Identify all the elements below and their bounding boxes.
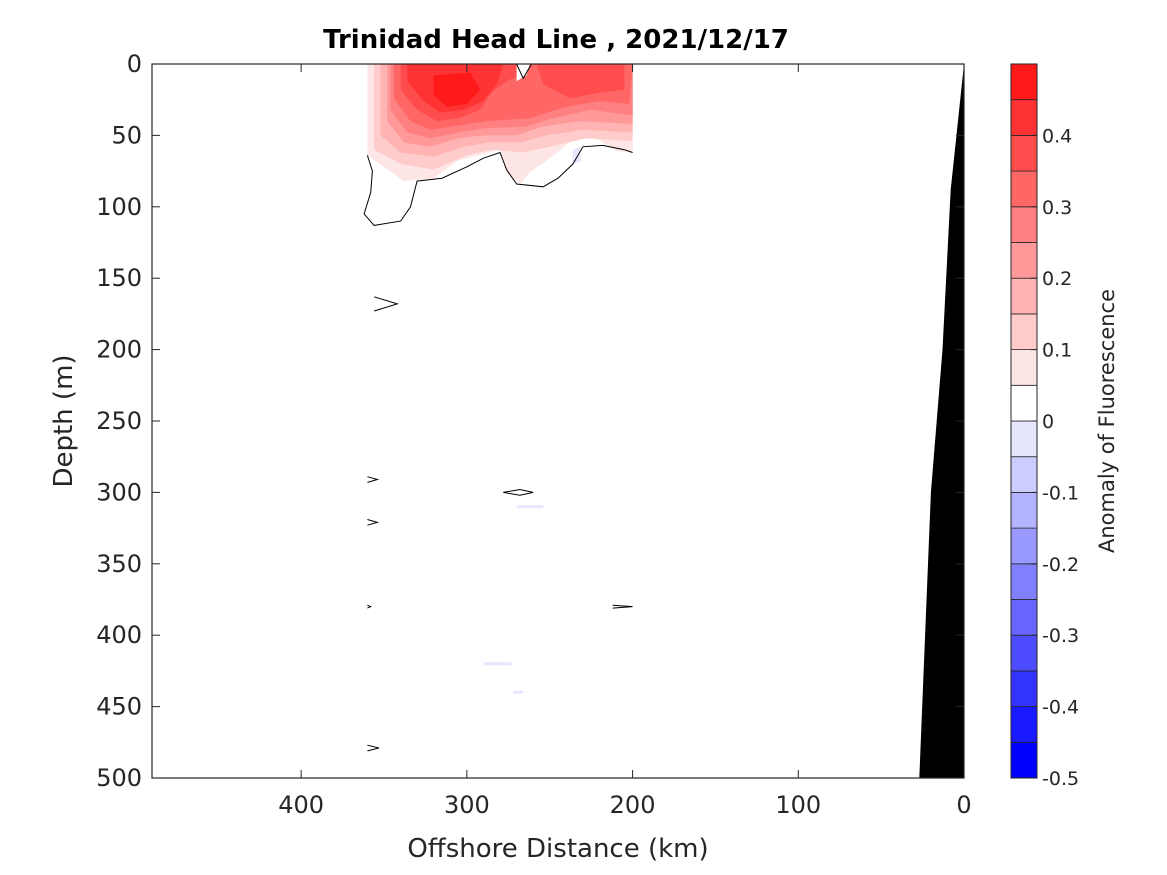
zero-contour-line [363, 144, 633, 226]
colorbar-segment [1010, 456, 1038, 493]
zero-contour-line [367, 604, 372, 609]
y-tick-label: 450 [96, 693, 142, 721]
zero-contour-line [503, 488, 534, 496]
colorbar-tick-label: 0.1 [1042, 340, 1072, 362]
bathymetry-layer [919, 64, 964, 778]
colorbar-segment [1010, 706, 1038, 743]
zero-contour-line [367, 476, 380, 483]
y-axis-ticks: 0 50 100 150 200 250 300 350 400 450 500 [96, 50, 964, 792]
colorbar-tick-label: 0.2 [1042, 268, 1072, 290]
anomaly-patch [513, 690, 524, 694]
colorbar-segment [1010, 134, 1038, 172]
colorbar: -0.5 -0.4 -0.3 -0.2 -0.1 0 0.1 0.2 0.3 0.4 [1010, 63, 1079, 790]
colorbar-segment [1010, 170, 1038, 208]
zero-contour-line [612, 604, 633, 609]
x-axis-ticks: 400 300 200 100 0 [278, 64, 972, 819]
colorbar-segment [1010, 563, 1038, 600]
x-axis-label: Offshore Distance (km) [407, 834, 708, 864]
zero-contour-lines [363, 63, 633, 752]
anomaly-patch [536, 64, 625, 99]
anomaly-patch [433, 72, 481, 107]
colorbar-tick-label: -0.1 [1042, 482, 1079, 504]
colorbar-segment [1010, 63, 1038, 101]
anomaly-patch [516, 505, 544, 509]
zero-contour-line [367, 519, 380, 526]
colorbar-tick-label: 0.3 [1042, 197, 1072, 219]
colorbar-tick-label: 0.4 [1042, 125, 1072, 147]
y-tick-label: 300 [96, 478, 142, 506]
x-tick-label: 400 [278, 791, 324, 819]
colorbar-segment [1010, 599, 1038, 636]
chart-title: Trinidad Head Line , 2021/12/17 [323, 25, 789, 55]
y-tick-label: 50 [111, 121, 142, 149]
zero-contour-line [516, 63, 532, 80]
x-tick-label: 200 [610, 791, 656, 819]
y-tick-label: 250 [96, 407, 142, 435]
colorbar-segment [1010, 491, 1038, 529]
colorbar-label: Anomaly of Fluorescence [1095, 289, 1119, 553]
colorbar-segment [1010, 313, 1038, 350]
colorbar-segment [1010, 277, 1038, 315]
x-tick-label: 300 [444, 791, 490, 819]
anomaly-contour-fills [367, 64, 633, 694]
colorbar-segment [1010, 384, 1038, 422]
y-tick-label: 350 [96, 550, 142, 578]
y-axis-label: Depth (m) [49, 354, 79, 487]
zero-contour-line [367, 744, 380, 752]
anomaly-patch [483, 662, 512, 666]
y-tick-label: 400 [96, 621, 142, 649]
bathymetry-shape [919, 64, 964, 778]
y-tick-label: 500 [96, 764, 142, 792]
y-tick-label: 100 [96, 193, 142, 221]
colorbar-segment [1010, 527, 1038, 565]
colorbar-tick-label: -0.3 [1042, 625, 1079, 647]
x-tick-label: 100 [775, 791, 821, 819]
y-tick-label: 200 [96, 336, 142, 364]
colorbar-segment [1010, 206, 1038, 243]
colorbar-segment [1010, 741, 1038, 779]
colorbar-tick-label: -0.2 [1042, 554, 1079, 576]
colorbar-segment [1010, 242, 1038, 279]
colorbar-tick-label: -0.5 [1042, 768, 1079, 790]
y-tick-label: 150 [96, 264, 142, 292]
zero-contour-line [373, 296, 400, 312]
colorbar-segment [1010, 670, 1038, 708]
plot-area-background [152, 64, 964, 778]
x-tick-label: 0 [956, 791, 971, 819]
colorbar-tick-label: 0 [1042, 411, 1054, 433]
y-tick-label: 0 [127, 50, 142, 78]
colorbar-segment [1010, 420, 1038, 458]
anomaly-patch [516, 64, 530, 82]
colorbar-segment [1010, 349, 1038, 386]
colorbar-tick-label: -0.4 [1042, 697, 1079, 719]
colorbar-segment [1010, 99, 1038, 136]
colorbar-segment [1010, 634, 1038, 672]
